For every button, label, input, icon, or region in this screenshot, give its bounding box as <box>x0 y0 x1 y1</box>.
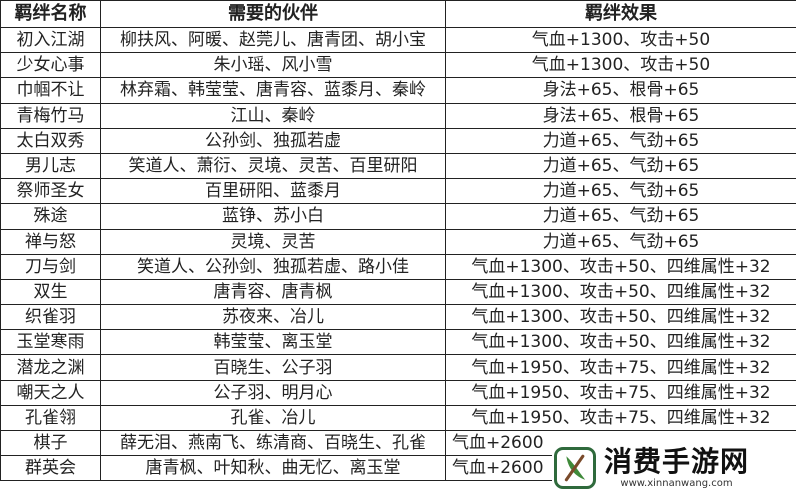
partners-cell: 唐青容、唐青枫 <box>100 278 446 306</box>
table-row: 初入江湖 柳扶风、阿暖、赵莞儿、唐青团、胡小宝 气血+1300、攻击+50 <box>0 26 796 54</box>
bond-name-cell: 嘲天之人 <box>0 379 101 406</box>
partners-cell: 苏夜来、冶儿 <box>100 304 446 331</box>
effect-cell: 气血+1950、攻击+75、四维属性+32 <box>445 404 796 432</box>
partners-cell: 公子羽、明月心 <box>100 379 446 406</box>
partners-cell: 林弃霜、韩莹莹、唐青容、蓝黍月、秦岭 <box>100 77 446 104</box>
table-row: 殊途 蓝铮、苏小白 力道+65、气劲+65 <box>0 203 796 230</box>
effect-cell: 力道+65、气劲+65 <box>445 178 796 205</box>
watermark-url: www.xinnanwang.com <box>620 478 733 489</box>
table-row: 青梅竹马 江山、秦岭 身法+65、根骨+65 <box>0 102 796 129</box>
effect-cell: 力道+65、气劲+65 <box>445 228 796 255</box>
table-row: 少女心事 朱小瑶、风小雪 气血+1300、攻击+50 <box>0 52 796 79</box>
leaf-logo-icon <box>554 447 596 489</box>
table-row: 巾帼不让 林弃霜、韩莹莹、唐青容、蓝黍月、秦岭 身法+65、根骨+65 <box>0 77 796 104</box>
header-bond-name: 羁绊名称 <box>0 0 101 28</box>
effect-cell: 气血+1300、攻击+50 <box>445 52 796 79</box>
bond-name-cell: 殊途 <box>0 203 101 230</box>
effect-cell: 力道+65、气劲+65 <box>445 127 796 154</box>
partners-cell: 公孙剑、独孤若虚 <box>100 127 446 154</box>
bond-name-cell: 双生 <box>0 278 101 306</box>
table-row: 织雀羽 苏夜来、冶儿 气血+1300、攻击+50、四维属性+32 <box>0 304 796 331</box>
partners-cell: 百晓生、公子羽 <box>100 354 446 381</box>
partners-cell: 百里研阳、蓝黍月 <box>100 178 446 205</box>
bond-name-cell: 孔雀翎 <box>0 404 101 432</box>
effect-cell: 气血+1300、攻击+50、四维属性+32 <box>445 329 796 356</box>
effect-cell: 气血+1300、攻击+50、四维属性+32 <box>445 278 796 306</box>
effect-cell: 气血+1300、攻击+50、四维属性+32 <box>445 304 796 331</box>
partners-cell: 笑道人、萧衍、灵境、灵苦、百里研阳 <box>100 152 446 180</box>
table-row: 刀与剑 笑道人、公孙剑、独孤若虚、路小佳 气血+1300、攻击+50、四维属性+32 <box>0 253 796 280</box>
partners-cell: 朱小瑶、风小雪 <box>100 52 446 79</box>
table-row: 男儿志 笑道人、萧衍、灵境、灵苦、百里研阳 力道+65、气劲+65 <box>0 152 796 180</box>
effect-cell: 气血+1950、攻击+75、四维属性+32 <box>445 354 796 381</box>
table-row: 潜龙之渊 百晓生、公子羽 气血+1950、攻击+75、四维属性+32 <box>0 354 796 381</box>
partners-cell: 唐青枫、叶知秋、曲无忆、离玉堂 <box>100 455 446 482</box>
table-row: 太白双秀 公孙剑、独孤若虚 力道+65、气劲+65 <box>0 127 796 154</box>
effect-cell: 身法+65、根骨+65 <box>445 77 796 104</box>
effect-cell: 身法+65、根骨+65 <box>445 102 796 129</box>
bond-name-cell: 初入江湖 <box>0 26 101 54</box>
watermark-title: 消费手游网 <box>604 445 750 478</box>
bond-name-cell: 巾帼不让 <box>0 77 101 104</box>
partners-cell: 韩莹莹、离玉堂 <box>100 329 446 356</box>
partners-cell: 江山、秦岭 <box>100 102 446 129</box>
bond-name-cell: 刀与剑 <box>0 253 101 280</box>
bond-name-cell: 棋子 <box>0 429 101 457</box>
header-effect: 羁绊效果 <box>445 0 796 28</box>
table-row: 祭师圣女 百里研阳、蓝黍月 力道+65、气劲+65 <box>0 178 796 205</box>
partners-cell: 柳扶风、阿暖、赵莞儿、唐青团、胡小宝 <box>100 26 446 54</box>
table-row: 棋子 薛无泪、燕南飞、练清商、百晓生、孔雀 气血+2600 <box>0 429 796 457</box>
table-row: 玉堂寒雨 韩莹莹、离玉堂 气血+1300、攻击+50、四维属性+32 <box>0 329 796 356</box>
bond-name-cell: 太白双秀 <box>0 127 101 154</box>
bond-name-cell: 玉堂寒雨 <box>0 329 101 356</box>
header-row: 羁绊名称 需要的伙伴 羁绊效果 <box>0 0 796 28</box>
table-row: 禅与怒 灵境、灵苦 力道+65、气劲+65 <box>0 228 796 255</box>
table-row: 孔雀翎 孔雀、冶儿 气血+1950、攻击+75、四维属性+32 <box>0 404 796 432</box>
partners-cell: 蓝铮、苏小白 <box>100 203 446 230</box>
partners-cell: 灵境、灵苦 <box>100 228 446 255</box>
table-row: 嘲天之人 公子羽、明月心 气血+1950、攻击+75、四维属性+32 <box>0 379 796 406</box>
bond-name-cell: 群英会 <box>0 455 101 482</box>
watermark: 消费手游网 www.xinnanwang.com <box>552 445 796 491</box>
header-partners: 需要的伙伴 <box>100 0 446 28</box>
bond-name-cell: 织雀羽 <box>0 304 101 331</box>
bond-name-cell: 少女心事 <box>0 52 101 79</box>
effect-cell: 气血+1950、攻击+75、四维属性+32 <box>445 379 796 406</box>
partners-cell: 薛无泪、燕南飞、练清商、百晓生、孔雀 <box>100 429 446 457</box>
bond-name-cell: 祭师圣女 <box>0 178 101 205</box>
partners-cell: 孔雀、冶儿 <box>100 404 446 432</box>
effect-cell: 力道+65、气劲+65 <box>445 203 796 230</box>
bond-name-cell: 潜龙之渊 <box>0 354 101 381</box>
bond-name-cell: 青梅竹马 <box>0 102 101 129</box>
effect-cell: 气血+1300、攻击+50、四维属性+32 <box>445 253 796 280</box>
bond-name-cell: 禅与怒 <box>0 228 101 255</box>
effect-cell: 力道+65、气劲+65 <box>445 152 796 180</box>
partners-cell: 笑道人、公孙剑、独孤若虚、路小佳 <box>100 253 446 280</box>
effect-cell: 气血+1300、攻击+50 <box>445 26 796 54</box>
bond-name-cell: 男儿志 <box>0 152 101 180</box>
table-row: 双生 唐青容、唐青枫 气血+1300、攻击+50、四维属性+32 <box>0 278 796 306</box>
